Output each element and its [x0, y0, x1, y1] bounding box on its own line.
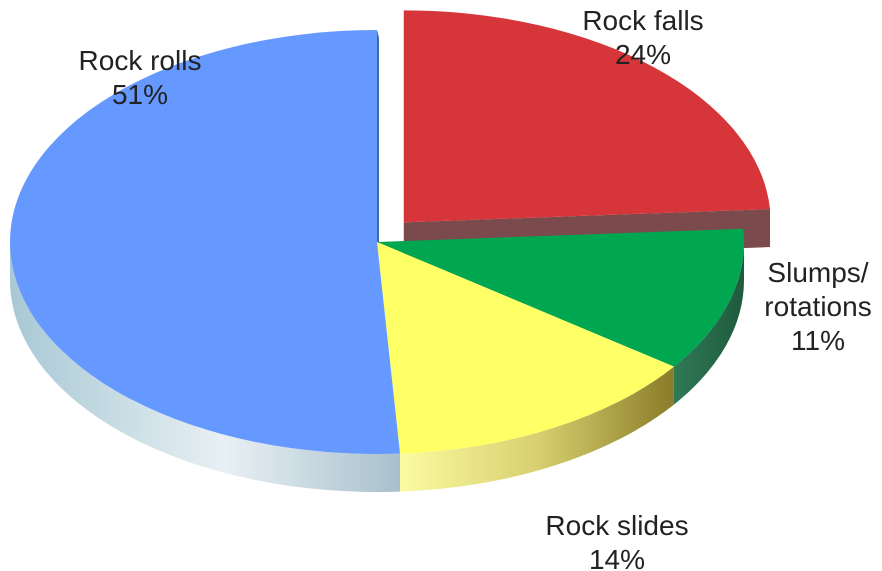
- pie-tops: [9, 10, 771, 454]
- pie-wall-rolls: [377, 30, 379, 250]
- pie-slice-rock-rolls: [9, 30, 401, 454]
- pie-slice-slumps-rotations: [377, 228, 744, 367]
- pie-side-2-0: [400, 366, 674, 492]
- pie-side-3-0: [10, 242, 401, 492]
- slice-label-2: Rock slides 14%: [545, 510, 688, 571]
- slice-label-0: Rock falls 24%: [582, 5, 703, 70]
- slice-label-3: Rock rolls 51%: [79, 45, 202, 110]
- pie-labels: Rock falls 24% Slumps/rotations 11% Rock sli…: [79, 5, 872, 571]
- pie-slice-rock-falls: [403, 10, 771, 223]
- pie-slice-rock-slides: [377, 242, 674, 454]
- pie-side-1-0: [673, 242, 744, 405]
- slice-label-1: Slumps/rotations 11%: [764, 257, 871, 356]
